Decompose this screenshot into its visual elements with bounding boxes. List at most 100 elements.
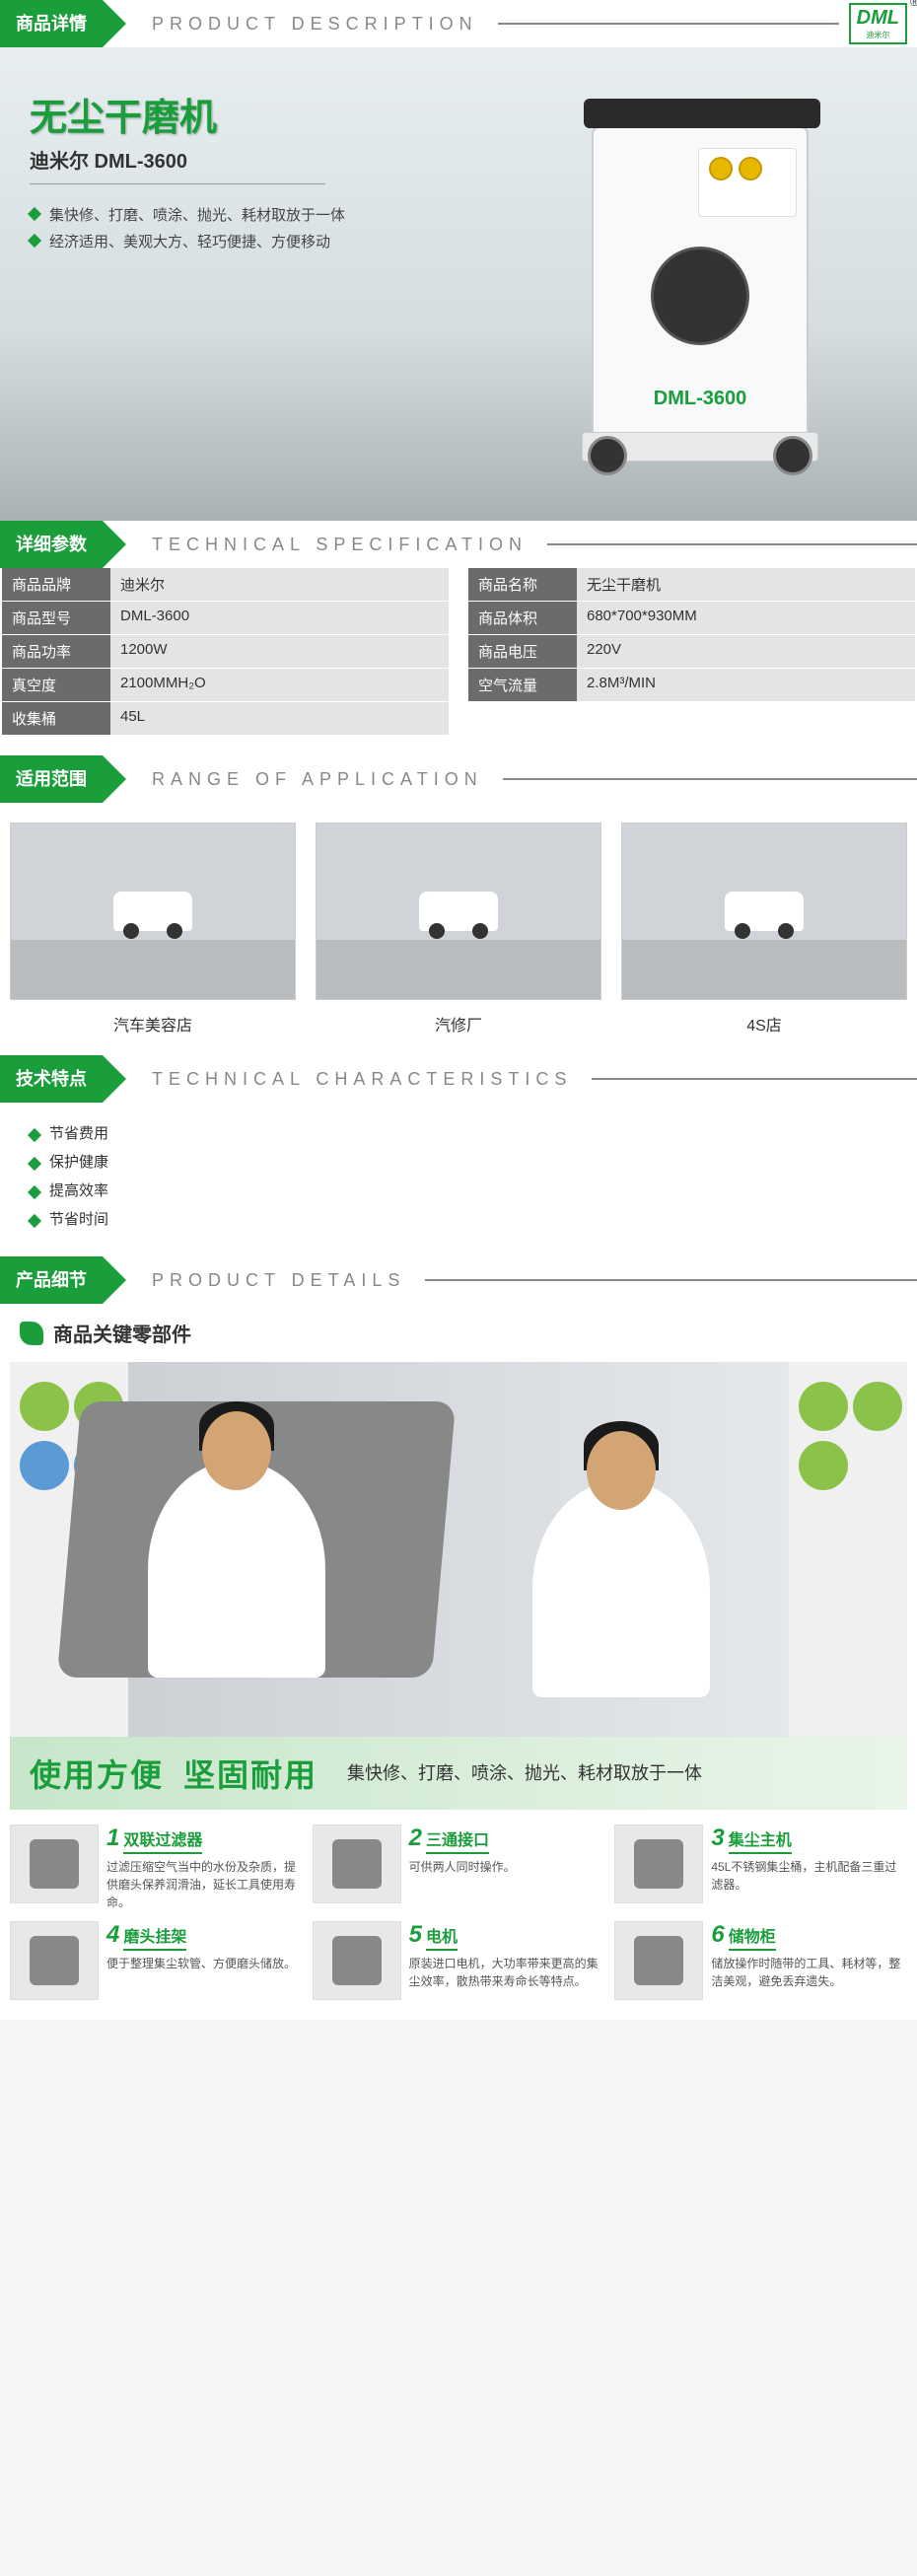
tech-feature-text: 节省费用 <box>49 1122 108 1143</box>
component-grid: 1双联过滤器过滤压缩空气当中的水份及杂质，提供磨头保养润滑油，延长工具使用寿命。… <box>0 1810 917 2020</box>
component-number: 2 <box>409 1825 422 1852</box>
range-image <box>10 823 296 1000</box>
spec-label: 收集桶 <box>2 702 110 735</box>
spec-row: 空气流量2.8M³/MIN <box>468 669 915 702</box>
component-name: 集尘主机 <box>729 1826 792 1854</box>
subheader-mark-icon <box>20 1322 43 1345</box>
tech-feature-item: 节省费用 <box>30 1122 887 1143</box>
tech-feature-text: 节省时间 <box>49 1208 108 1229</box>
component-cell: 3集尘主机 45L不锈钢集尘桶，主机配备三重过滤器。 <box>614 1825 907 1911</box>
range-grid: 汽车美容店汽修厂 4S店 <box>0 803 917 1055</box>
diamond-bullet-icon <box>28 1185 41 1199</box>
range-caption: 汽修厂 <box>316 1012 601 1036</box>
divider-line <box>498 23 839 25</box>
component-image <box>614 1825 703 1903</box>
diamond-bullet-icon <box>28 234 41 248</box>
component-description: 储放操作时随带的工具、耗材等，整洁美观，避免丢弃遗失。 <box>711 1955 907 1990</box>
component-number: 4 <box>106 1921 119 1949</box>
tech-feature-item: 节省时间 <box>30 1208 887 1229</box>
spec-value: DML-3600 <box>110 602 449 634</box>
section-en-title: PRODUCT DESCRIPTION <box>152 14 478 35</box>
section-header-tech: 技术特点 TECHNICAL CHARACTERISTICS <box>0 1055 917 1103</box>
spec-value: 680*700*930MM <box>577 602 915 634</box>
tech-feature-item: 保护健康 <box>30 1151 887 1172</box>
spec-row: 商品名称无尘干磨机 <box>468 568 915 602</box>
range-caption: 4S店 <box>621 1012 907 1036</box>
section-header-spec: 详细参数 TECHNICAL SPECIFICATION <box>0 521 917 568</box>
section-en-title: TECHNICAL SPECIFICATION <box>152 535 528 555</box>
spec-label: 商品体积 <box>468 602 577 634</box>
component-image <box>614 1921 703 2000</box>
spec-value: 220V <box>577 635 915 668</box>
spec-row: 收集桶45L <box>2 702 449 736</box>
spec-label: 商品型号 <box>2 602 110 634</box>
range-caption: 汽车美容店 <box>10 1012 296 1036</box>
spec-label: 商品电压 <box>468 635 577 668</box>
spec-label: 商品品牌 <box>2 568 110 601</box>
component-description: 45L不锈钢集尘桶，主机配备三重过滤器。 <box>711 1858 907 1894</box>
spec-value: 无尘干磨机 <box>577 568 915 601</box>
component-name: 三通接口 <box>426 1826 489 1854</box>
brand-logo: DML 迪米尔 ® <box>849 3 907 44</box>
component-description: 可供两人同时操作。 <box>409 1858 605 1876</box>
section-tab: 适用范围 <box>0 755 103 803</box>
section-en-title: PRODUCT DETAILS <box>152 1270 405 1291</box>
range-item: 汽车美容店 <box>10 823 296 1036</box>
product-title: 无尘干磨机 <box>30 87 473 141</box>
tech-feature-text: 保护健康 <box>49 1151 108 1172</box>
logo-subtext: 迪米尔 <box>857 30 899 40</box>
range-item: 汽修厂 <box>316 823 601 1036</box>
range-image <box>316 823 601 1000</box>
component-cell: 5电机原装进口电机，大功率带来更高的集尘效率，散热带来寿命长等特点。 <box>313 1921 605 2000</box>
spec-value: 2100MMH₂O <box>110 669 449 701</box>
section-tab: 技术特点 <box>0 1055 103 1103</box>
range-image <box>621 823 907 1000</box>
tech-feature-item: 提高效率 <box>30 1180 887 1200</box>
banner-big-text-2: 坚固耐用 <box>183 1751 317 1796</box>
machine-label: DML-3600 <box>654 388 746 410</box>
component-image <box>313 1825 401 1903</box>
spec-row: 商品功率1200W <box>2 635 449 669</box>
spec-label: 空气流量 <box>468 669 577 701</box>
usage-photo <box>10 1362 907 1737</box>
banner-big-text-1: 使用方便 <box>30 1751 164 1796</box>
logo-text: DML <box>857 7 899 30</box>
component-number: 5 <box>409 1921 422 1949</box>
hero-feature-item: 经济适用、美观大方、轻巧便捷、方便移动 <box>30 231 473 251</box>
detail-subheader: 商品关键零部件 <box>0 1304 917 1362</box>
product-illustration: DML-3600 <box>562 87 838 462</box>
spec-row: 商品品牌迪米尔 <box>2 568 449 602</box>
component-cell: 1双联过滤器过滤压缩空气当中的水份及杂质，提供磨头保养润滑油，延长工具使用寿命。 <box>10 1825 303 1911</box>
component-image <box>10 1825 99 1903</box>
feature-text: 经济适用、美观大方、轻巧便捷、方便移动 <box>49 231 330 251</box>
component-name: 储物柜 <box>729 1923 776 1951</box>
spec-table: 商品品牌迪米尔商品型号DML-3600商品功率1200W真空度2100MMH₂O… <box>0 568 917 736</box>
divider-line <box>425 1279 917 1281</box>
component-description: 过滤压缩空气当中的水份及杂质，提供磨头保养润滑油，延长工具使用寿命。 <box>106 1858 303 1911</box>
component-cell: 2三通接口可供两人同时操作。 <box>313 1825 605 1911</box>
component-image <box>10 1921 99 2000</box>
divider-line <box>503 778 917 780</box>
component-number: 1 <box>106 1825 119 1852</box>
hero-feature-item: 集快修、打磨、喷涂、抛光、耗材取放于一体 <box>30 204 473 225</box>
divider-line <box>592 1078 917 1080</box>
diamond-bullet-icon <box>28 1157 41 1171</box>
hero-section: 无尘干磨机 迪米尔 DML-3600 集快修、打磨、喷涂、抛光、耗材取放于一体经… <box>0 47 917 521</box>
spec-label: 真空度 <box>2 669 110 701</box>
spec-row: 真空度2100MMH₂O <box>2 669 449 702</box>
spec-row: 商品型号DML-3600 <box>2 602 449 635</box>
divider-line <box>547 543 917 545</box>
component-name: 磨头挂架 <box>123 1923 186 1951</box>
banner-small-text: 集快修、打磨、喷涂、抛光、耗材取放于一体 <box>347 1760 702 1787</box>
spec-value: 迪米尔 <box>110 568 449 601</box>
tech-feature-text: 提高效率 <box>49 1180 108 1200</box>
diamond-bullet-icon <box>28 207 41 221</box>
diamond-bullet-icon <box>28 1214 41 1228</box>
section-tab: 产品细节 <box>0 1256 103 1304</box>
component-cell: 6储物柜储放操作时随带的工具、耗材等，整洁美观，避免丢弃遗失。 <box>614 1921 907 2000</box>
subheader-text: 商品关键零部件 <box>53 1319 191 1347</box>
component-number: 3 <box>711 1825 724 1852</box>
feature-banner: 使用方便 坚固耐用 集快修、打磨、喷涂、抛光、耗材取放于一体 <box>10 1737 907 1810</box>
component-name: 电机 <box>426 1923 458 1951</box>
product-subtitle: 迪米尔 DML-3600 <box>30 145 325 184</box>
